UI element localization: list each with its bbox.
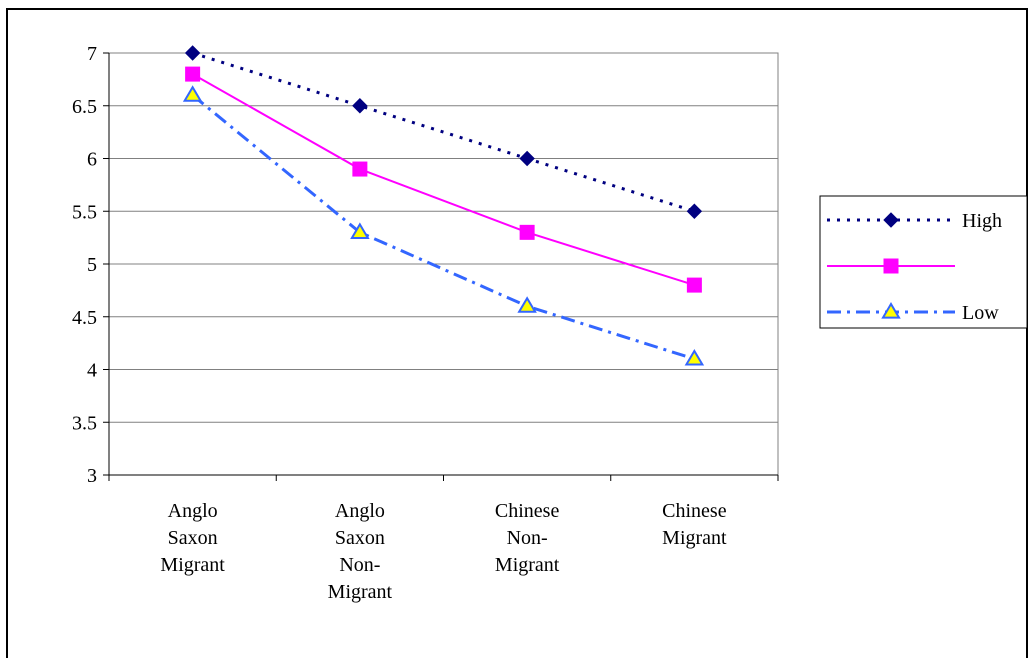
- y-tick-label: 7: [87, 43, 97, 65]
- marker-legend: [884, 259, 898, 273]
- legend-label: High: [962, 210, 1002, 232]
- marker-middle: [353, 162, 367, 176]
- marker-middle: [520, 225, 534, 239]
- legend: High Low: [820, 196, 1027, 328]
- legend-label: Low: [962, 302, 999, 324]
- y-tick-label: 6.5: [72, 96, 97, 118]
- y-tick-label: 4: [87, 360, 97, 382]
- x-category-label: Anglo Saxon Migrant: [160, 500, 225, 576]
- y-tick-label: 6: [87, 149, 97, 171]
- marker-middle: [687, 278, 701, 292]
- marker-middle: [186, 67, 200, 81]
- y-tick-label: 3.5: [72, 412, 97, 434]
- x-category-label: Chinese Non-Migrant: [495, 500, 560, 576]
- y-tick-label: 3: [87, 465, 97, 487]
- y-tick-label: 5: [87, 254, 97, 276]
- y-tick-label: 4.5: [72, 307, 97, 329]
- y-tick-label: 5.5: [72, 201, 97, 223]
- x-category-label: Anglo Saxon Non-Migrant: [328, 500, 393, 603]
- x-category-label: Chinese Migrant: [662, 500, 727, 549]
